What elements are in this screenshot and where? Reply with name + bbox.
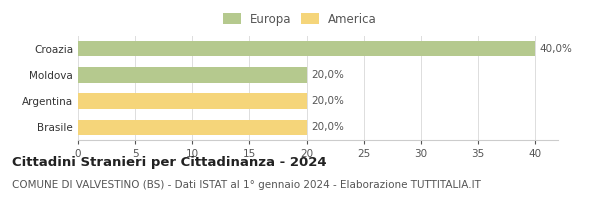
Legend: Europa, America: Europa, America xyxy=(218,8,382,30)
Text: 20,0%: 20,0% xyxy=(311,70,344,80)
Bar xyxy=(78,93,307,109)
Text: 20,0%: 20,0% xyxy=(311,96,344,106)
Bar xyxy=(78,41,535,56)
Text: 40,0%: 40,0% xyxy=(540,44,572,54)
Bar xyxy=(78,120,307,135)
Bar xyxy=(78,67,307,83)
Text: Cittadini Stranieri per Cittadinanza - 2024: Cittadini Stranieri per Cittadinanza - 2… xyxy=(12,156,326,169)
Text: COMUNE DI VALVESTINO (BS) - Dati ISTAT al 1° gennaio 2024 - Elaborazione TUTTITA: COMUNE DI VALVESTINO (BS) - Dati ISTAT a… xyxy=(12,180,481,190)
Text: 20,0%: 20,0% xyxy=(311,122,344,132)
